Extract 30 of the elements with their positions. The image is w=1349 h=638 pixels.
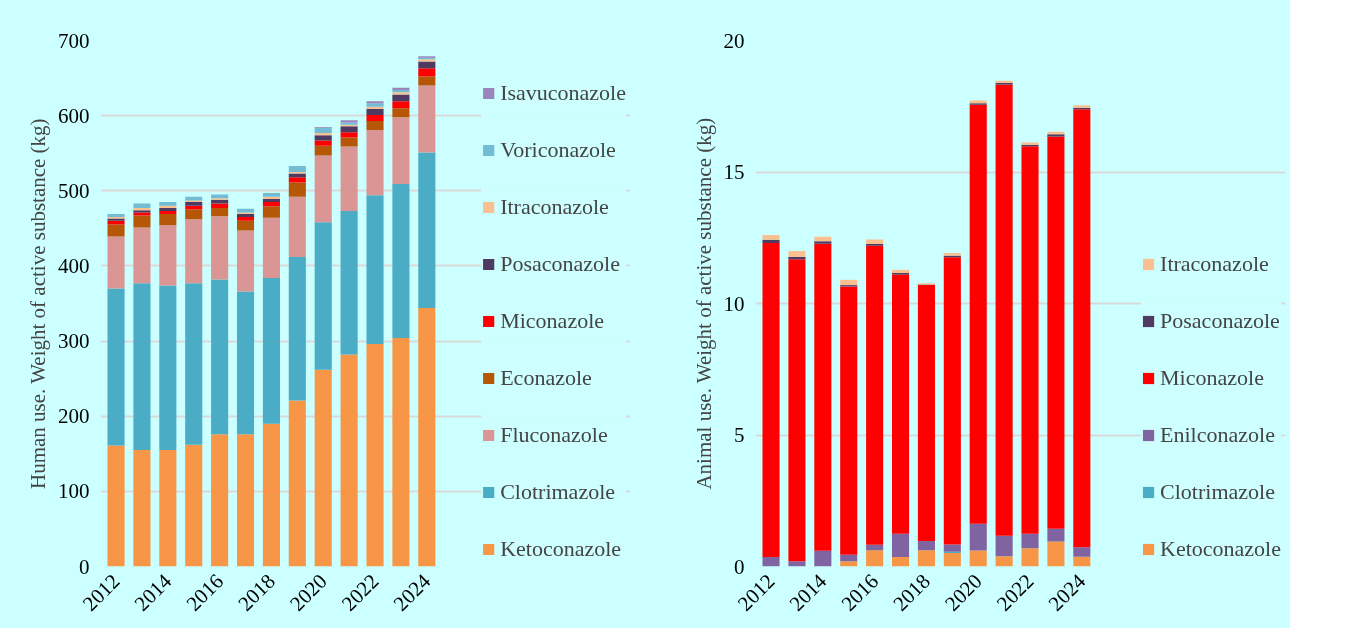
y-tick-label: 300 [58, 329, 90, 354]
y-tick-label: 100 [58, 479, 90, 504]
y-tick-label: 400 [58, 253, 90, 278]
legend-label: Clotrimazole [1160, 479, 1275, 505]
y-axis-title: Human use. Weight of active substance (kg) [26, 118, 50, 489]
legend-label: Econazole [500, 365, 592, 391]
y-tick-label: 20 [723, 28, 745, 53]
legend-label: Posaconazole [1160, 308, 1280, 334]
y-tick-label: 500 [58, 178, 90, 203]
legend-label: Isavuconazole [500, 80, 626, 106]
legend-label: Enilconazole [1160, 422, 1275, 448]
legend-label: Itraconazole [500, 194, 609, 220]
legend-label: Itraconazole [1160, 251, 1269, 277]
legend-label: Ketoconazole [1160, 536, 1281, 562]
legend-label: Fluconazole [500, 422, 608, 448]
legend-label: Posaconazole [500, 251, 620, 277]
y-tick-label: 5 [734, 423, 745, 447]
y-axis-title: Animal use. Weight of active substance (kg) [691, 117, 716, 490]
legend-label: Voriconazole [500, 137, 616, 163]
y-tick-label: 15 [723, 160, 745, 184]
y-tick-label: 700 [58, 28, 90, 53]
legend-label: Miconazole [500, 308, 605, 334]
legend-label: Clotrimazole [500, 479, 616, 505]
y-tick-label: 200 [58, 404, 90, 429]
y-tick-label: 0 [79, 554, 90, 579]
legend-label: Ketoconazole [500, 536, 622, 562]
legend-label: Miconazole [1160, 365, 1264, 391]
y-tick-label: 0 [734, 554, 745, 579]
y-tick-label: 600 [58, 103, 90, 128]
y-tick-label: 10 [723, 291, 745, 316]
